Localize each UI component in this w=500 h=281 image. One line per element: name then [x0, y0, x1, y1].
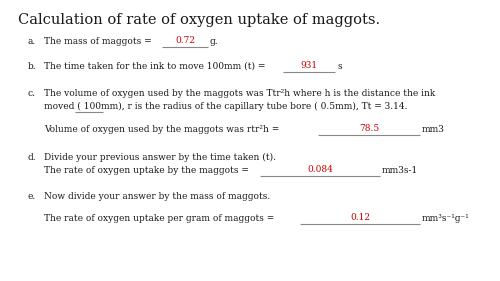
Text: 0.084: 0.084: [307, 165, 333, 174]
Text: g.: g.: [210, 37, 218, 46]
Text: mm3s-1: mm3s-1: [382, 166, 418, 175]
Text: d.: d.: [28, 153, 36, 162]
Text: Divide your previous answer by the time taken (t).: Divide your previous answer by the time …: [44, 153, 276, 162]
Text: c.: c.: [28, 89, 36, 98]
Text: Now divide your answer by the mass of maggots.: Now divide your answer by the mass of ma…: [44, 192, 270, 201]
Text: The volume of oxygen used by the maggots was Ttr²h where h is the distance the i: The volume of oxygen used by the maggots…: [44, 89, 435, 98]
Text: The time taken for the ink to move 100mm (t) =: The time taken for the ink to move 100mm…: [44, 62, 268, 71]
Text: mm3: mm3: [422, 125, 445, 134]
Text: a.: a.: [28, 37, 36, 46]
Text: 0.72: 0.72: [175, 36, 195, 45]
Text: Calculation of rate of oxygen uptake of maggots.: Calculation of rate of oxygen uptake of …: [18, 13, 380, 27]
Text: b.: b.: [28, 62, 36, 71]
Text: The rate of oxygen uptake by the maggots =: The rate of oxygen uptake by the maggots…: [44, 166, 252, 175]
Text: 78.5: 78.5: [359, 124, 379, 133]
Text: mm³s⁻¹g⁻¹: mm³s⁻¹g⁻¹: [422, 214, 470, 223]
Text: moved ( 100mm), r is the radius of the capillary tube bore ( 0.5mm), Tt = 3.14.: moved ( 100mm), r is the radius of the c…: [44, 102, 408, 111]
Text: The mass of maggots =: The mass of maggots =: [44, 37, 154, 46]
Text: 931: 931: [300, 61, 318, 70]
Text: Volume of oxygen used by the maggots was rtr²h =: Volume of oxygen used by the maggots was…: [44, 125, 282, 134]
Text: The rate of oxygen uptake per gram of maggots =: The rate of oxygen uptake per gram of ma…: [44, 214, 277, 223]
Text: 0.12: 0.12: [350, 213, 370, 222]
Text: s: s: [337, 62, 342, 71]
Text: e.: e.: [28, 192, 36, 201]
